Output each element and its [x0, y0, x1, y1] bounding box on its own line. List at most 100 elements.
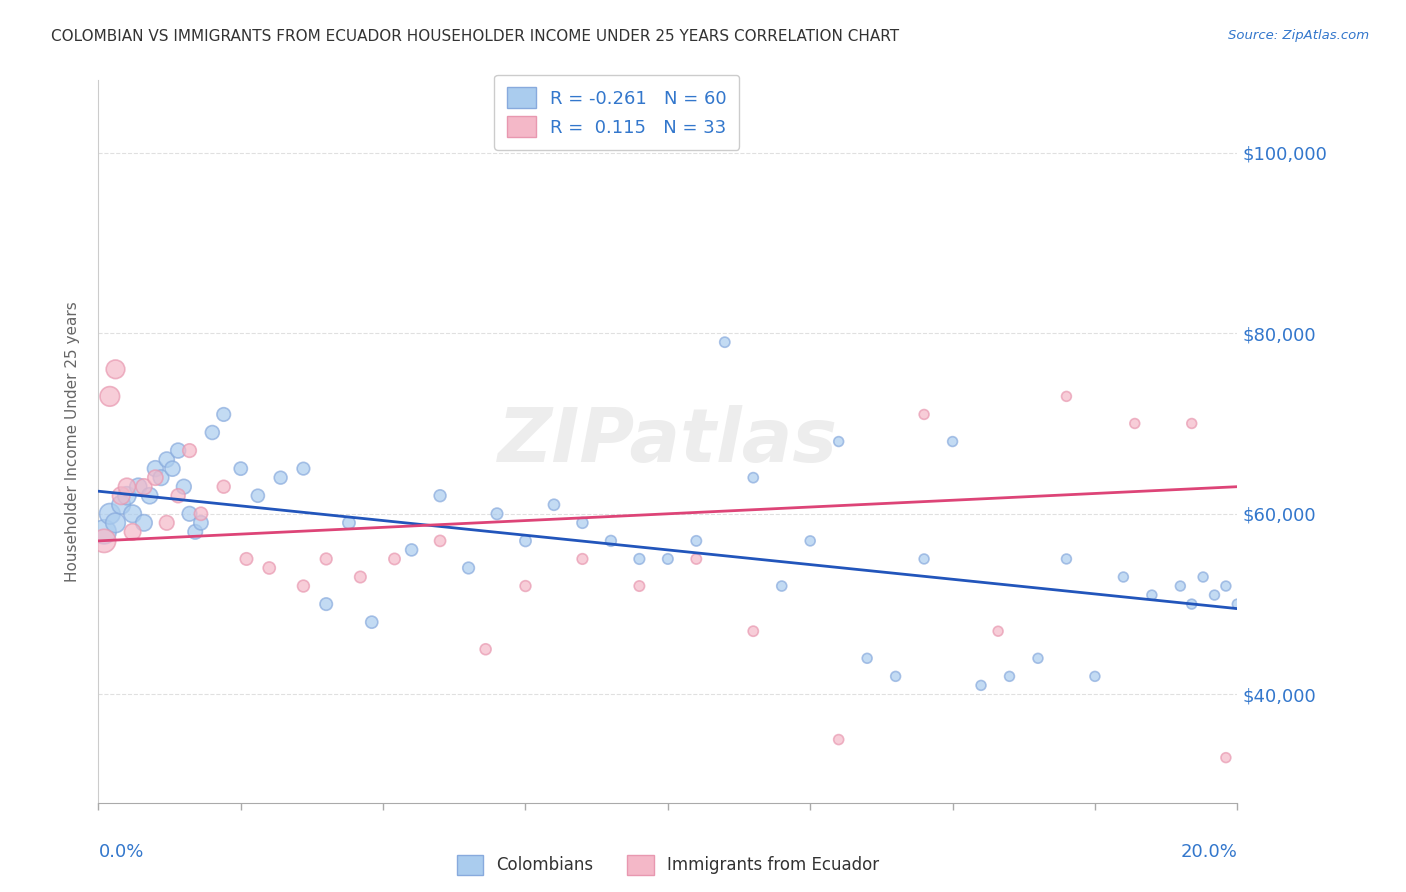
- Point: [628, 552, 651, 566]
- Point: [145, 461, 167, 475]
- Point: [828, 732, 851, 747]
- Point: [1192, 570, 1215, 584]
- Point: [1181, 597, 1204, 611]
- Point: [543, 498, 565, 512]
- Point: [457, 561, 479, 575]
- Point: [104, 516, 127, 530]
- Text: COLOMBIAN VS IMMIGRANTS FROM ECUADOR HOUSEHOLDER INCOME UNDER 25 YEARS CORRELATI: COLOMBIAN VS IMMIGRANTS FROM ECUADOR HOU…: [51, 29, 898, 44]
- Text: 20.0%: 20.0%: [1181, 844, 1237, 862]
- Point: [173, 480, 195, 494]
- Point: [179, 443, 201, 458]
- Point: [970, 678, 993, 692]
- Point: [685, 533, 707, 548]
- Point: [1215, 579, 1237, 593]
- Point: [110, 498, 132, 512]
- Point: [349, 570, 371, 584]
- Point: [401, 542, 423, 557]
- Point: [571, 552, 593, 566]
- Point: [190, 507, 212, 521]
- Point: [360, 615, 382, 630]
- Point: [167, 443, 190, 458]
- Point: [292, 579, 315, 593]
- Point: [93, 533, 115, 548]
- Point: [212, 408, 235, 422]
- Point: [115, 489, 138, 503]
- Point: [115, 480, 138, 494]
- Point: [127, 480, 149, 494]
- Point: [856, 651, 879, 665]
- Point: [628, 579, 651, 593]
- Point: [384, 552, 406, 566]
- Point: [1204, 588, 1226, 602]
- Point: [1226, 597, 1249, 611]
- Point: [912, 552, 935, 566]
- Point: [571, 516, 593, 530]
- Point: [121, 524, 143, 539]
- Point: [156, 516, 179, 530]
- Point: [156, 452, 179, 467]
- Point: [828, 434, 851, 449]
- Text: ZIPatlas: ZIPatlas: [498, 405, 838, 478]
- Point: [1112, 570, 1135, 584]
- Point: [515, 533, 537, 548]
- Point: [998, 669, 1021, 683]
- Point: [714, 335, 737, 350]
- Point: [292, 461, 315, 475]
- Point: [150, 471, 173, 485]
- Point: [212, 480, 235, 494]
- Point: [145, 471, 167, 485]
- Point: [429, 533, 451, 548]
- Point: [1084, 669, 1107, 683]
- Legend: Colombians, Immigrants from Ecuador: Colombians, Immigrants from Ecuador: [450, 848, 886, 881]
- Point: [912, 408, 935, 422]
- Point: [246, 489, 269, 503]
- Point: [515, 579, 537, 593]
- Point: [942, 434, 965, 449]
- Point: [229, 461, 252, 475]
- Point: [259, 561, 281, 575]
- Point: [429, 489, 451, 503]
- Point: [742, 471, 765, 485]
- Point: [162, 461, 184, 475]
- Point: [1123, 417, 1146, 431]
- Point: [167, 489, 190, 503]
- Point: [1056, 389, 1078, 403]
- Point: [138, 489, 160, 503]
- Point: [474, 642, 496, 657]
- Point: [315, 552, 337, 566]
- Text: Source: ZipAtlas.com: Source: ZipAtlas.com: [1229, 29, 1369, 42]
- Point: [132, 480, 155, 494]
- Point: [742, 624, 765, 639]
- Point: [657, 552, 679, 566]
- Point: [184, 524, 207, 539]
- Point: [337, 516, 360, 530]
- Point: [315, 597, 337, 611]
- Point: [190, 516, 212, 530]
- Point: [110, 489, 132, 503]
- Point: [685, 552, 707, 566]
- Point: [1215, 750, 1237, 764]
- Point: [1026, 651, 1049, 665]
- Point: [799, 533, 821, 548]
- Point: [1056, 552, 1078, 566]
- Point: [179, 507, 201, 521]
- Point: [600, 533, 623, 548]
- Point: [884, 669, 907, 683]
- Point: [121, 507, 143, 521]
- Point: [98, 507, 121, 521]
- Point: [486, 507, 509, 521]
- Y-axis label: Householder Income Under 25 years: Householder Income Under 25 years: [65, 301, 80, 582]
- Point: [1140, 588, 1163, 602]
- Point: [1170, 579, 1192, 593]
- Text: 0.0%: 0.0%: [98, 844, 143, 862]
- Point: [98, 389, 121, 403]
- Point: [93, 524, 115, 539]
- Point: [235, 552, 257, 566]
- Point: [1181, 417, 1204, 431]
- Point: [770, 579, 793, 593]
- Point: [132, 516, 155, 530]
- Point: [201, 425, 224, 440]
- Point: [987, 624, 1010, 639]
- Point: [270, 471, 292, 485]
- Point: [104, 362, 127, 376]
